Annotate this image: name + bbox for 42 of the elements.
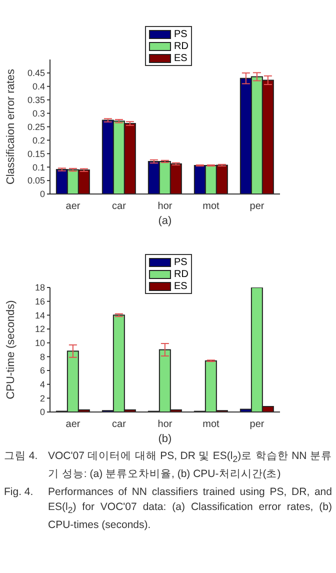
y-tick-label: 0.05 [27, 176, 45, 186]
y-tick-label: 0.3 [32, 108, 45, 118]
x-tick-label: car [112, 419, 127, 430]
x-tick-label: per [250, 201, 265, 212]
y-tick-label: 0.45 [27, 68, 45, 78]
y-axis-title: Classificaion error rates [4, 68, 17, 185]
y-tick-label: 0.35 [27, 95, 45, 106]
y-tick-label: 18 [34, 282, 45, 293]
x-tick-label: aer [66, 419, 81, 430]
x-tick-label: hor [158, 419, 173, 430]
legend-label: PS [174, 256, 188, 268]
y-tick-label: 4 [40, 380, 45, 390]
legend-label: RD [174, 268, 188, 280]
y-tick-label: 0 [40, 189, 45, 200]
y-tick-label: 0.25 [27, 122, 45, 132]
x-axis-title: (b) [158, 433, 172, 445]
caption: 그림 4. VOC'07 데이터에 대해 PS, DR 및 ES(l$_{2}$)로 학습한 NN 분류기 성능: (a) 분류오차비율, (b) CPU-처리시간(초) [4, 450, 332, 480]
x-tick-label: car [112, 201, 127, 212]
y-tick-label: 6 [40, 366, 45, 376]
text: Fig. 4. Performances of NN classifiers trained using PS, DR, and ES(l$_{2}$) for VOC'07 data: (a) Classification error rates, (b) CPU-times (seconds). [4, 486, 332, 532]
y-tick-label: 0.1 [32, 162, 45, 172]
x-tick-label: mot [202, 419, 220, 430]
y-axis-title: CPU-time (seconds) [4, 300, 17, 400]
y-tick-label: 8 [40, 352, 45, 362]
y-tick-label: 0.4 [32, 82, 45, 92]
x-tick-label: mot [202, 201, 220, 212]
x-tick-label: aer [66, 201, 81, 212]
y-tick-label: 12 [34, 324, 45, 334]
y-tick-label: 0 [40, 407, 45, 418]
legend-label: ES [174, 52, 188, 64]
x-tick-label: per [250, 419, 265, 430]
legend-label: RD [174, 40, 188, 52]
y-tick-label: 0.15 [27, 148, 45, 159]
y-tick-label: 16 [34, 296, 45, 307]
legend-label: PS [174, 28, 188, 40]
y-tick-label: 14 [34, 310, 45, 320]
y-tick-label: 10 [34, 338, 45, 348]
y-tick-label: 0.2 [32, 135, 45, 146]
legend-label: ES [174, 280, 188, 292]
x-axis-title: (a) [158, 215, 172, 227]
y-tick-label: 2 [40, 393, 45, 404]
x-tick-label: hor [158, 201, 173, 212]
